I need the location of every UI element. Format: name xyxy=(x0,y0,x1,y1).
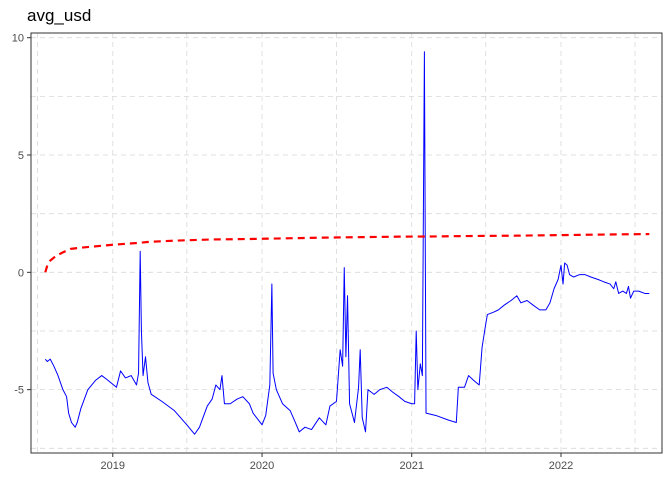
series-line-1 xyxy=(44,51,650,435)
major-grid xyxy=(31,33,662,453)
y-tick-label: -5 xyxy=(14,385,24,397)
x-tick-label: 2020 xyxy=(250,460,274,472)
x-tick-label: 2021 xyxy=(399,460,423,472)
series-layer xyxy=(44,51,650,435)
x-tick-label: 2022 xyxy=(549,460,573,472)
axis-ticks xyxy=(27,37,562,457)
chart-title: avg_usd xyxy=(27,6,91,25)
axis-labels: 2019 2020 2021 2022 -5 0 5 10 xyxy=(12,33,573,472)
x-tick-label: 2019 xyxy=(101,460,125,472)
y-tick-label: 5 xyxy=(18,150,24,162)
series-line-2 xyxy=(44,232,650,273)
plot-panel-border xyxy=(30,32,663,454)
y-tick-label: 10 xyxy=(12,33,24,45)
y-tick-label: 0 xyxy=(18,267,24,279)
